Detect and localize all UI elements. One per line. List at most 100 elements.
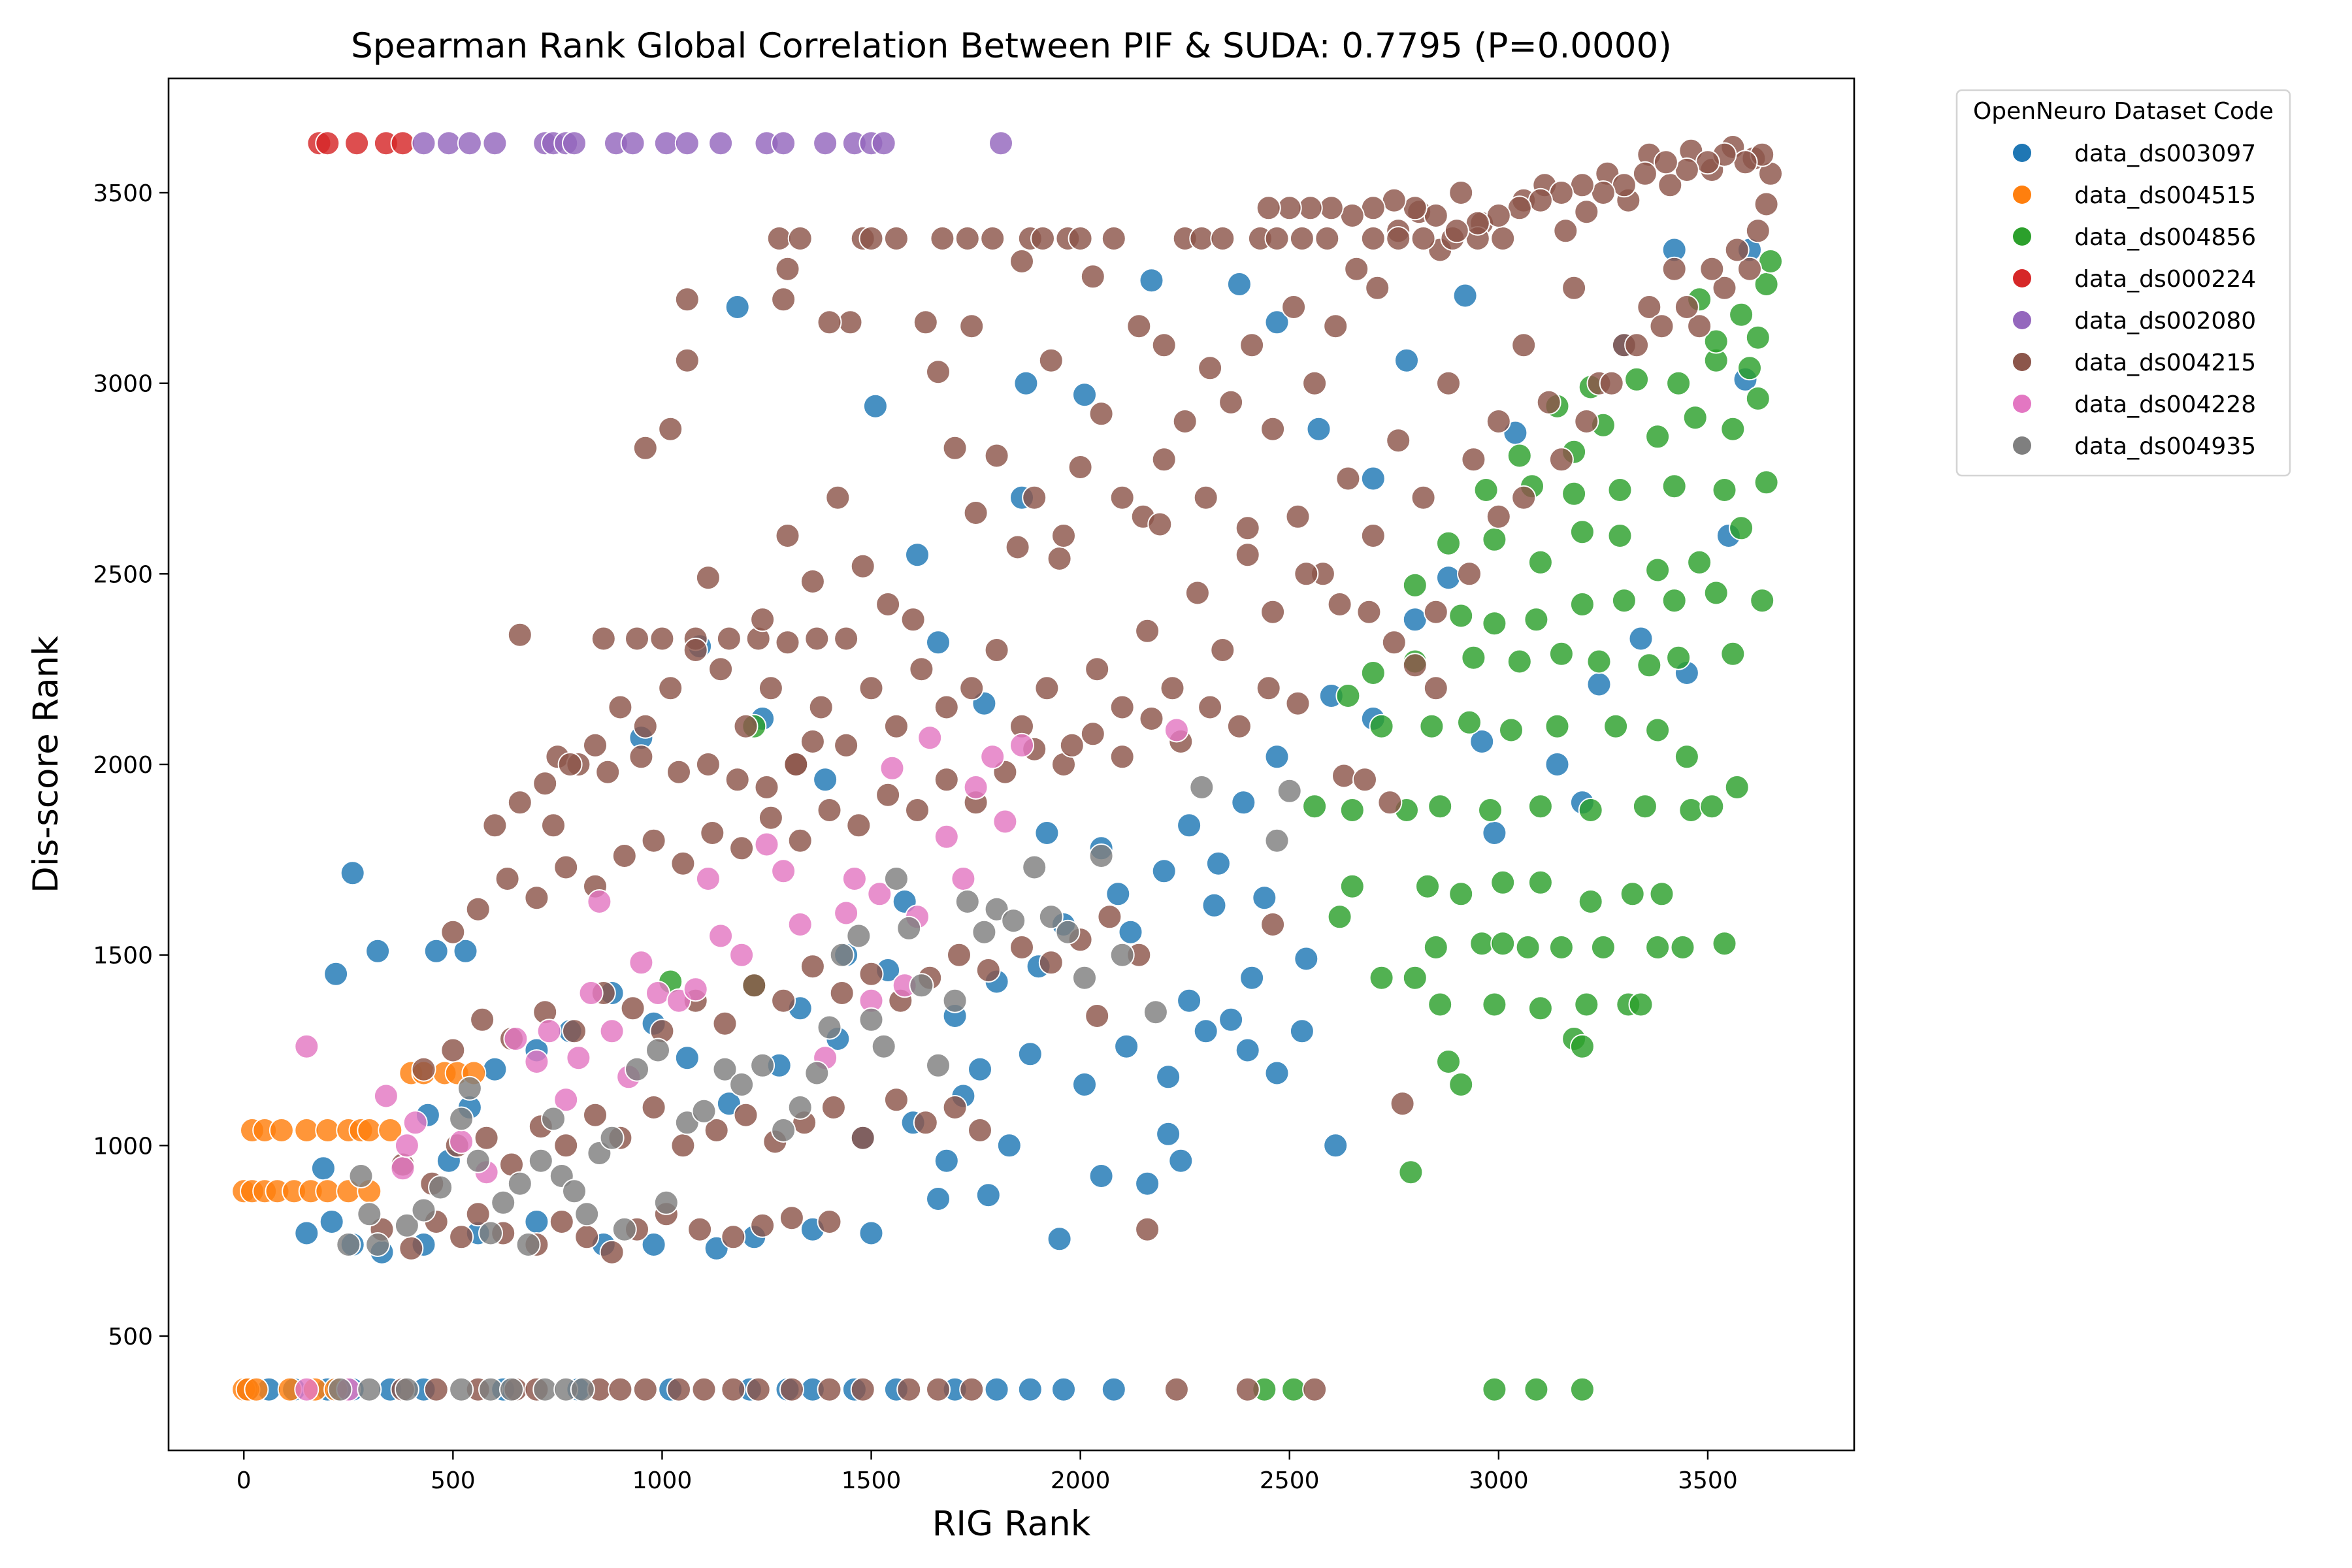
data-points <box>231 131 1783 1402</box>
data-point <box>1436 370 1461 396</box>
data-point <box>1068 455 1093 480</box>
data-point <box>1511 333 1537 358</box>
data-point <box>1386 428 1411 453</box>
legend-marker <box>2013 436 2031 455</box>
data-point <box>1527 549 1553 575</box>
data-point <box>1327 592 1352 617</box>
data-point <box>1164 717 1189 743</box>
x-axis-label: RIG Rank <box>932 1504 1091 1544</box>
data-point <box>1402 965 1428 990</box>
legend-label: data_ds000224 <box>2074 266 2256 293</box>
data-point <box>1068 226 1093 251</box>
data-point <box>1198 355 1223 381</box>
data-point <box>1289 1019 1315 1044</box>
data-point <box>1569 1034 1595 1059</box>
data-point <box>1729 302 1754 327</box>
data-point <box>1331 763 1356 789</box>
data-point <box>716 626 742 651</box>
data-point <box>708 657 734 682</box>
data-point <box>1507 649 1532 674</box>
data-point <box>645 1037 670 1063</box>
data-point <box>1448 180 1474 205</box>
data-point <box>1235 515 1260 541</box>
legend: OpenNeuro Dataset Code data_ds003097data… <box>1955 89 2291 477</box>
data-point <box>1139 706 1164 731</box>
data-point <box>858 1007 884 1032</box>
data-point <box>411 1198 436 1223</box>
data-point <box>909 973 934 998</box>
data-point <box>1022 855 1047 880</box>
data-point <box>1548 935 1574 960</box>
data-point <box>813 131 838 156</box>
data-point <box>1703 580 1729 606</box>
data-point <box>1461 645 1486 670</box>
data-point <box>674 131 700 156</box>
x-axis-ticks: 0 500 1000 1500 2000 2500 3000 3500 <box>237 1450 1738 1494</box>
x-tick-label: 0 <box>237 1467 252 1494</box>
data-point <box>1578 798 1603 823</box>
data-point <box>524 885 549 911</box>
data-point <box>399 1235 424 1261</box>
data-point <box>674 348 700 373</box>
data-point <box>905 542 930 568</box>
data-point <box>553 855 579 880</box>
data-point <box>244 1377 269 1402</box>
data-point <box>1085 657 1110 682</box>
data-point <box>725 295 750 319</box>
data-point <box>436 131 461 156</box>
data-point <box>1260 912 1286 937</box>
data-point <box>1574 199 1599 225</box>
data-point <box>608 694 633 720</box>
data-point <box>649 626 675 651</box>
data-point <box>574 1201 600 1227</box>
data-point <box>687 1217 713 1242</box>
data-point <box>926 1053 951 1078</box>
data-point <box>813 767 838 792</box>
data-point <box>1294 561 1319 587</box>
data-point <box>482 813 508 838</box>
data-point <box>838 310 863 335</box>
data-point <box>641 1232 666 1257</box>
data-point <box>365 1232 391 1257</box>
data-point <box>1645 717 1671 743</box>
data-point <box>1699 256 1725 282</box>
data-point <box>653 131 679 156</box>
data-point <box>1511 485 1537 510</box>
data-point <box>570 1377 595 1402</box>
data-point <box>608 1377 633 1402</box>
data-point <box>1469 729 1495 754</box>
data-point <box>1607 523 1633 548</box>
data-point <box>909 657 934 682</box>
data-point <box>1218 389 1244 415</box>
data-point <box>507 1171 532 1196</box>
data-point <box>1118 919 1143 945</box>
data-point <box>632 435 658 461</box>
data-point <box>1009 732 1034 758</box>
data-point <box>1423 203 1448 228</box>
legend-frame <box>1955 89 2291 477</box>
data-point <box>875 782 901 808</box>
data-point <box>390 1156 416 1181</box>
data-point <box>1289 226 1315 251</box>
data-point <box>394 1377 419 1402</box>
data-point <box>1548 180 1574 205</box>
data-point <box>1156 1064 1181 1090</box>
data-point <box>1536 389 1561 415</box>
data-point <box>1210 226 1235 251</box>
data-point <box>1599 370 1624 396</box>
x-tick-label: 2500 <box>1260 1467 1320 1494</box>
data-point <box>474 1125 499 1151</box>
data-point <box>968 1118 992 1143</box>
x-tick-label: 2000 <box>1051 1467 1111 1494</box>
data-point <box>1323 1133 1348 1158</box>
data-point <box>1339 203 1365 228</box>
data-point <box>1524 607 1549 632</box>
data-point <box>1109 942 1135 968</box>
data-point <box>959 1377 985 1402</box>
series-data_ds004935 <box>327 775 1302 1402</box>
data-point <box>1097 904 1122 930</box>
data-point <box>658 676 683 701</box>
data-point <box>1318 195 1344 221</box>
data-point <box>1607 478 1633 502</box>
data-point <box>750 607 776 632</box>
